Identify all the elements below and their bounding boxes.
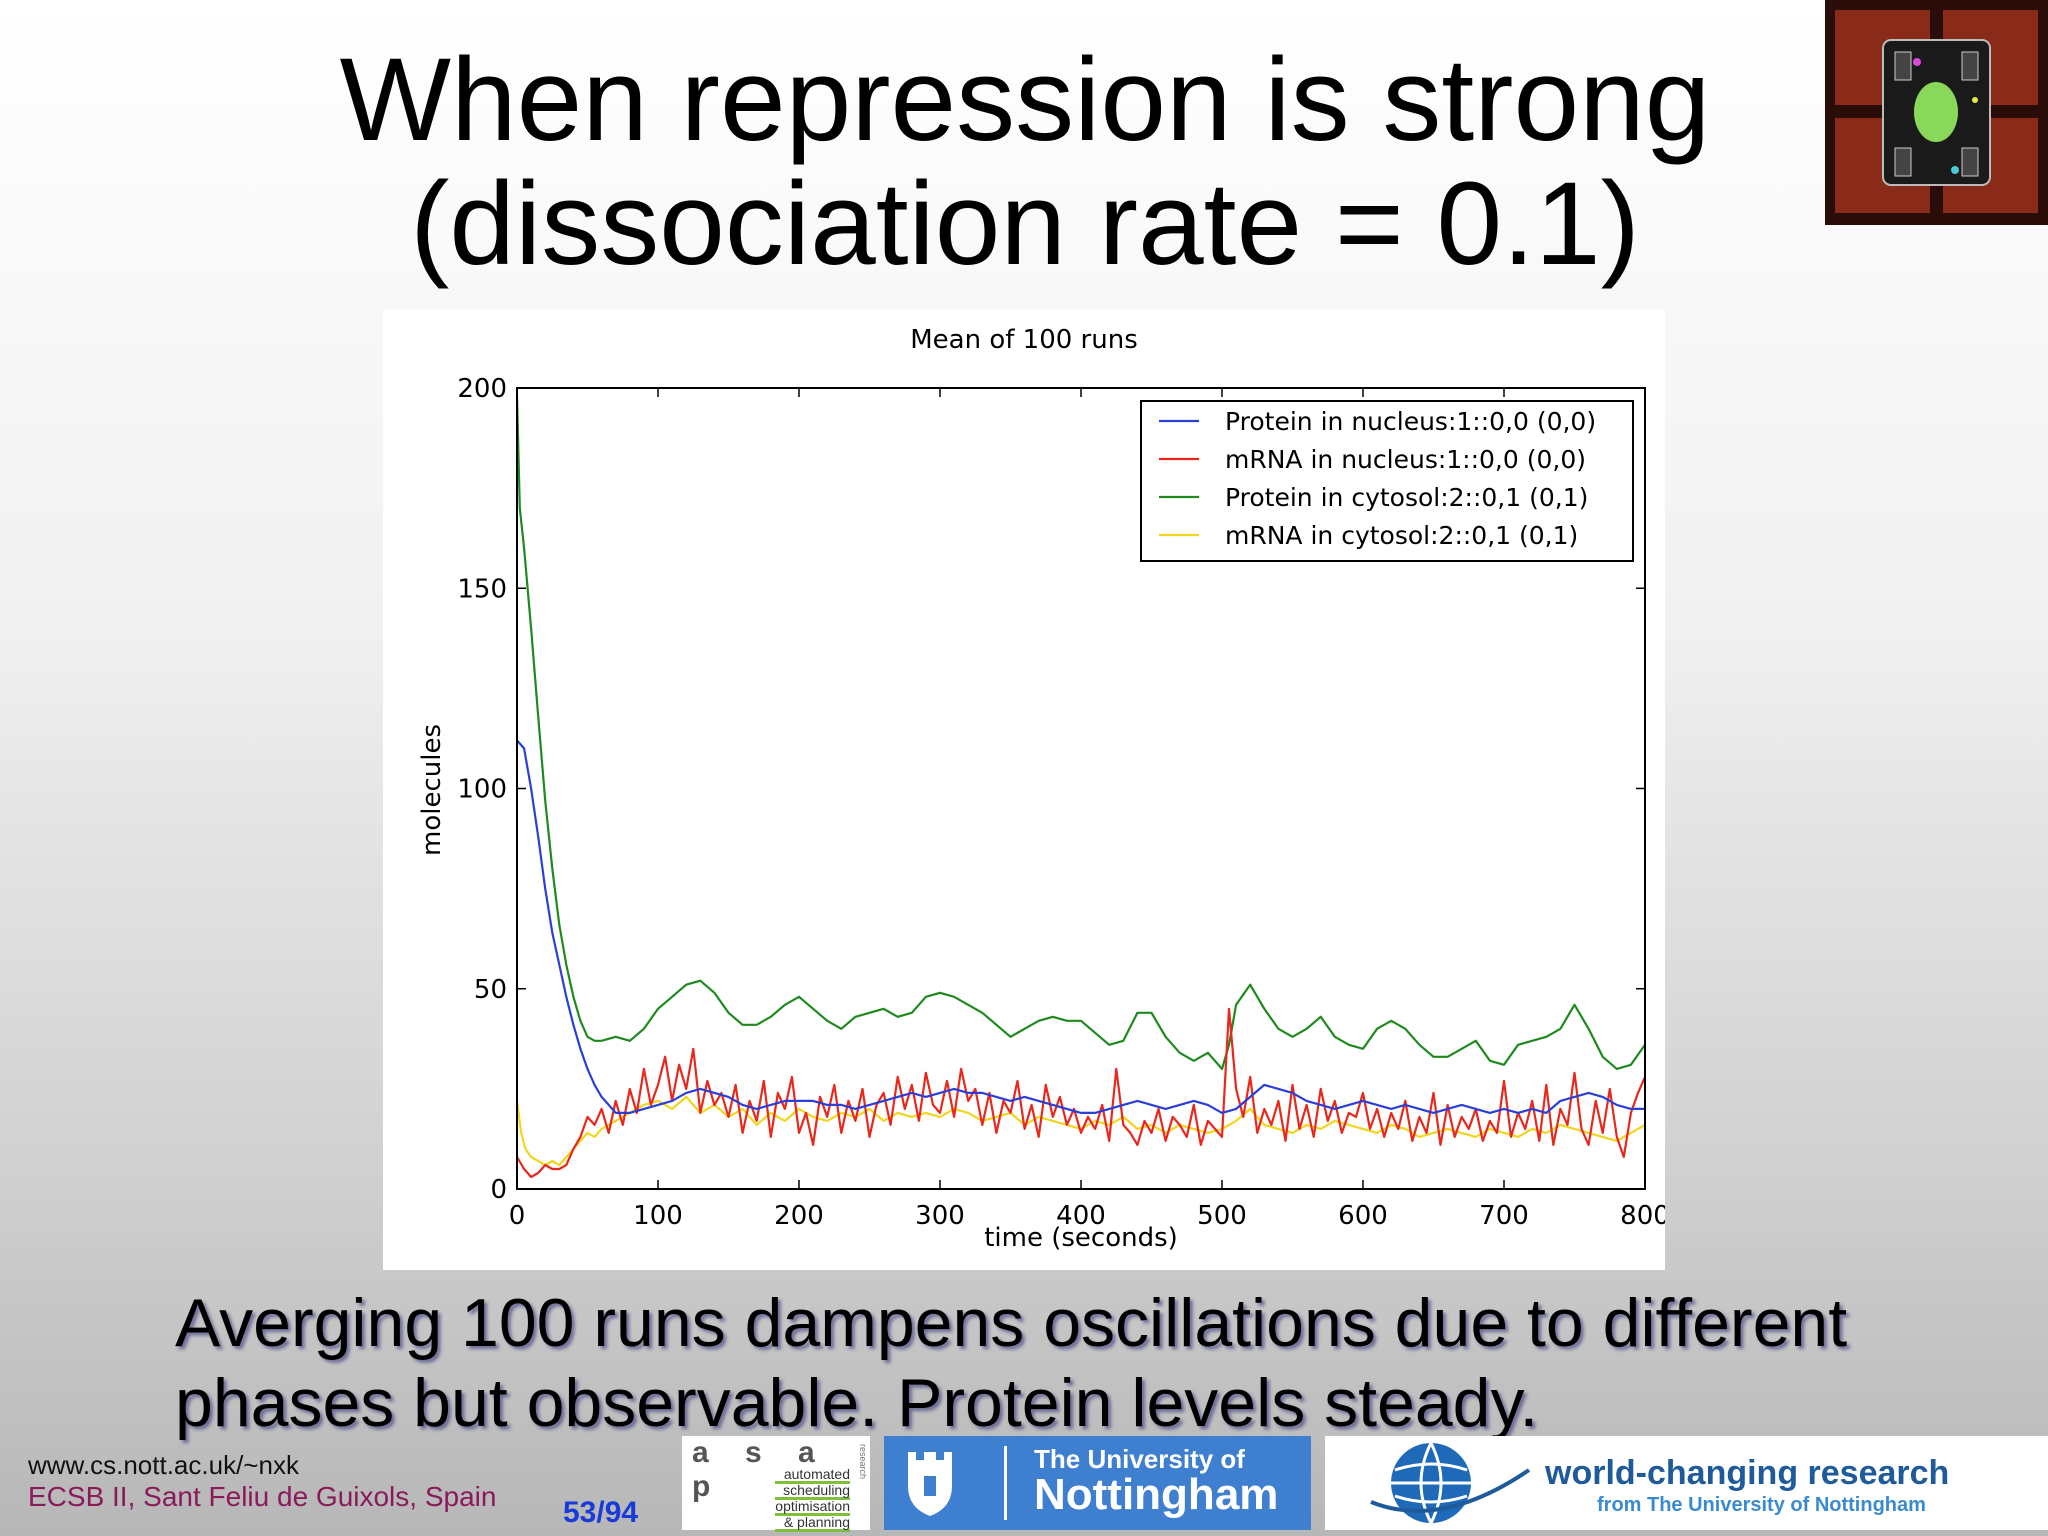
legend-label-4: mRNA in cytosol:2::0,1 (0,1) [1225, 521, 1578, 550]
y-axis-label: molecules [417, 724, 447, 856]
legend-label-1: Protein in nucleus:1::0,0 (0,0) [1225, 407, 1596, 436]
asap-logo-lines: automated scheduling optimisation & plan… [775, 1467, 850, 1532]
x-tick-label-6: 600 [1338, 1201, 1388, 1231]
uon-line-1: The University of [1034, 1444, 1245, 1474]
x-axis-label: time (seconds) [984, 1223, 1178, 1253]
footer-venue: ECSB II, Sant Feliu de Guixols, Spain [28, 1481, 497, 1512]
y-tick-label-0: 0 [490, 1175, 507, 1205]
corner-illustration [1825, 0, 2048, 225]
cell-diagram-thumbnail [1825, 0, 2048, 225]
legend-box [1140, 400, 1634, 562]
series-line-3 [515, 395, 1646, 1071]
x-tick-label-4: 400 [1056, 1201, 1106, 1231]
x-tick-label-0: 0 [509, 1201, 526, 1231]
slide-title: When repression is strong (dissociation … [170, 38, 1880, 286]
asap-line-3: optimisation [775, 1498, 850, 1516]
wcr-line-2: from The University of Nottingham [1597, 1494, 1926, 1516]
series-line-1 [516, 739, 1645, 1115]
y-tick-label-3: 150 [457, 574, 507, 604]
legend-label-3: Protein in cytosol:2::0,1 (0,1) [1225, 483, 1588, 512]
page-number: 53/94 [563, 1496, 639, 1529]
legend: Protein in nucleus:1::0,0 (0,0)mRNA in n… [1140, 400, 1634, 562]
x-tick-label-8: 800 [1620, 1201, 1665, 1231]
asap-logo-title: a s a p [692, 1436, 829, 1503]
body-line-2: phases but observable. Protein levels st… [175, 1365, 1539, 1441]
uon-line-2: Nottingham [1034, 1470, 1279, 1519]
y-tick-label-4: 200 [457, 374, 507, 404]
castle-crest-icon [908, 1452, 952, 1516]
globe-icon [1370, 1442, 1531, 1524]
asap-line-1: automated [775, 1467, 850, 1484]
footer-url[interactable]: www.cs.nott.ac.uk/~nxk [28, 1450, 299, 1480]
x-tick-label-3: 300 [915, 1201, 965, 1231]
x-tick-label-2: 200 [774, 1201, 824, 1231]
title-line-1: When repression is strong [339, 34, 1711, 166]
x-tick-label-7: 700 [1479, 1201, 1529, 1231]
y-tick-label-1: 50 [474, 975, 507, 1005]
title-line-2: (dissociation rate = 0.1) [410, 158, 1640, 290]
series-layer [515, 395, 1647, 1179]
x-tick-label-1: 100 [633, 1201, 683, 1231]
series-line-4 [515, 1095, 1646, 1167]
body-line-1: Averging 100 runs dampens oscillations d… [175, 1285, 1848, 1361]
chart-panel: Mean of 100 runs molecules time (seconds… [383, 310, 1665, 1270]
wcr-line-1: world-changing research [1545, 1454, 1950, 1492]
legend-label-2: mRNA in nucleus:1::0,0 (0,0) [1225, 445, 1586, 474]
asap-logo: a s a p automated scheduling optimisatio… [682, 1436, 870, 1532]
logo-divider [1004, 1446, 1007, 1520]
asap-line-4: & planning [775, 1515, 850, 1532]
y-tick-label-2: 100 [457, 775, 507, 805]
line-chart: Mean of 100 runs molecules time (seconds… [417, 325, 1665, 1253]
slide-body: Averging 100 runs dampens oscillations d… [175, 1283, 1935, 1443]
tick-layer: 0 100 200 300 400 500 600 700 800 0 50 100 150 200 [457, 374, 1665, 1231]
asap-side-label: research [858, 1444, 868, 1480]
university-of-nottingham-logo: The University of Nottingham [884, 1436, 1311, 1530]
chart-title: Mean of 100 runs [910, 325, 1138, 355]
asap-line-2: scheduling [775, 1483, 850, 1500]
series-line-2 [516, 1007, 1647, 1179]
x-tick-label-5: 500 [1197, 1201, 1247, 1231]
world-changing-research-logo: world-changing research from The Univers… [1325, 1436, 2048, 1530]
